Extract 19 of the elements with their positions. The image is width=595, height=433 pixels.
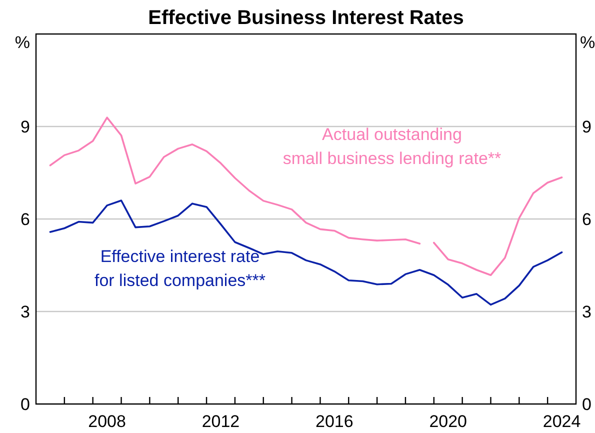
y-tick-label: 3: [20, 302, 30, 322]
chart-title: Effective Business Interest Rates: [148, 7, 464, 29]
y2-axis-title: %: [580, 33, 595, 52]
x-tick-label: 2008: [88, 412, 126, 431]
x-tick-label: 2016: [316, 412, 354, 431]
y2-tick-label: 9: [582, 117, 592, 136]
y2-tick-label: 0: [582, 394, 592, 414]
series-label: Effective interest rate for listed companies***: [94, 247, 266, 290]
text: Actual outstanding small business lending rate**: [282, 125, 502, 168]
y-tick-label: 9: [20, 117, 30, 136]
y2-tick-label: 6: [582, 210, 592, 229]
y-tick-label: 0: [20, 394, 30, 414]
x-tick-label: 2012: [202, 412, 240, 431]
x-tick-label: 2024: [542, 412, 581, 431]
y-axis-title: %: [14, 33, 30, 52]
line-series: [49, 200, 563, 306]
y2-tick-label: 3: [582, 302, 592, 322]
y-tick-label: 6: [20, 210, 30, 229]
x-tick-label: 2020: [429, 412, 468, 431]
